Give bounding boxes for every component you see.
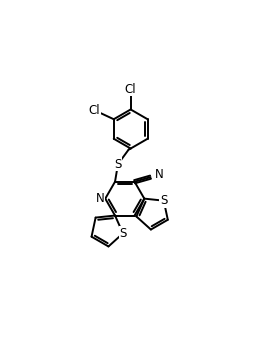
Text: S: S — [114, 157, 122, 171]
Text: Cl: Cl — [125, 83, 136, 96]
Text: Cl: Cl — [89, 104, 100, 117]
Text: S: S — [160, 194, 167, 207]
Text: N: N — [155, 168, 164, 181]
Text: N: N — [96, 192, 105, 205]
Text: S: S — [119, 227, 127, 240]
